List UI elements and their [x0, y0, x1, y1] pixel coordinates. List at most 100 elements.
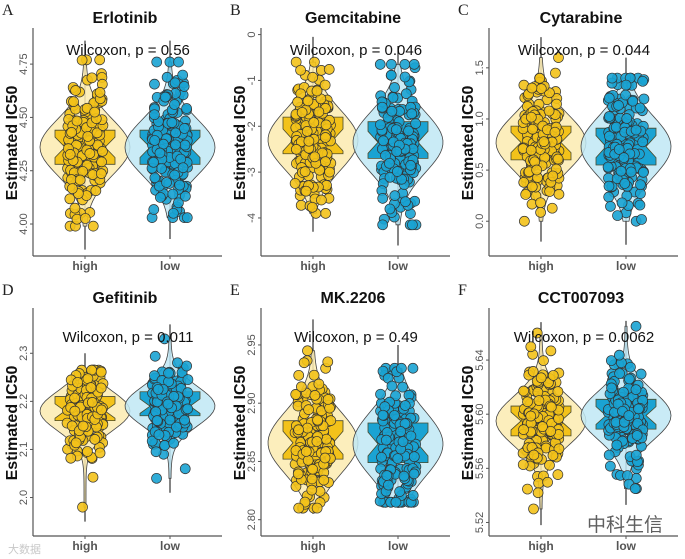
data-point — [612, 210, 623, 221]
y-tick-label: 2.3 — [18, 346, 30, 361]
data-point — [313, 378, 325, 390]
data-point — [535, 83, 547, 94]
data-point — [532, 487, 544, 499]
data-point — [292, 468, 304, 480]
data-point — [637, 136, 648, 148]
data-point — [397, 381, 409, 393]
jitter-points — [602, 72, 650, 227]
data-point — [389, 190, 401, 201]
watermark-bottom-left: 大数据 — [8, 543, 41, 556]
data-point — [149, 350, 161, 362]
data-point — [162, 398, 174, 410]
data-point — [74, 174, 86, 186]
panel-label: B — [230, 2, 241, 19]
data-point — [533, 395, 545, 406]
data-point — [72, 377, 83, 388]
data-point — [377, 193, 389, 204]
data-point — [602, 161, 614, 173]
data-point — [399, 71, 411, 83]
group-low — [352, 46, 444, 246]
y-tick-label: 0.0 — [474, 214, 486, 229]
data-point — [520, 189, 532, 200]
data-point — [543, 105, 555, 117]
data-point — [383, 479, 394, 491]
data-point — [518, 177, 530, 188]
data-point — [391, 146, 403, 157]
data-point — [397, 436, 409, 447]
data-point — [399, 400, 411, 411]
group-low — [124, 40, 216, 239]
data-point — [386, 105, 398, 117]
data-point — [292, 96, 303, 108]
data-point — [324, 166, 335, 178]
data-point — [387, 92, 399, 103]
y-tick-label: 2.80 — [246, 509, 258, 530]
data-point — [170, 139, 181, 151]
data-point — [603, 191, 615, 203]
data-point — [538, 136, 550, 147]
y-tick-label: 1.0 — [474, 111, 486, 126]
data-point — [77, 420, 89, 432]
data-point — [94, 54, 106, 66]
x-tick-label: high — [528, 539, 553, 553]
x-tick-label: high — [72, 259, 97, 273]
data-point — [87, 220, 99, 232]
data-point — [318, 474, 330, 486]
data-point — [614, 368, 625, 379]
data-point — [611, 439, 623, 451]
data-point — [94, 447, 106, 459]
data-point — [67, 183, 78, 194]
y-tick-label: 4.50 — [18, 107, 30, 128]
x-tick-label: high — [72, 539, 97, 553]
data-point — [528, 449, 540, 461]
data-point — [629, 483, 641, 494]
y-tick-label: 2.0 — [18, 490, 30, 505]
data-point — [390, 390, 401, 402]
data-point — [375, 388, 386, 400]
data-point — [149, 172, 161, 184]
data-point — [151, 472, 162, 484]
data-point — [637, 75, 649, 87]
data-point — [177, 69, 189, 81]
data-point — [68, 96, 79, 107]
y-tick-label: -4 — [246, 213, 258, 223]
x-tick-label: low — [160, 539, 181, 553]
data-point — [154, 147, 166, 159]
data-point — [392, 453, 404, 464]
data-point — [517, 459, 529, 470]
data-point — [296, 107, 308, 118]
y-tick-label: 4.75 — [18, 53, 30, 74]
panel-a: A Erlotinib Estimated IC50 4.00 4.25 4.50 4.75… — [2, 2, 222, 273]
data-point — [82, 131, 94, 142]
data-point — [525, 341, 537, 353]
data-point — [386, 59, 397, 70]
data-point — [390, 496, 402, 508]
data-point — [531, 327, 543, 339]
data-point — [169, 99, 180, 110]
data-point — [168, 437, 180, 449]
panel-d: D Gefitinib Estimated IC50 2.0 2.1 2.2 2.3 high… — [2, 282, 222, 553]
data-point — [618, 386, 629, 398]
jitter-points — [517, 327, 565, 515]
data-point — [168, 207, 179, 219]
data-point — [151, 56, 163, 68]
jitter-points — [374, 362, 422, 508]
data-point — [633, 403, 644, 415]
data-point — [325, 415, 337, 426]
data-point — [538, 355, 549, 366]
data-point — [181, 103, 192, 114]
jitter-points — [374, 59, 422, 231]
data-point — [635, 179, 646, 191]
data-point — [179, 123, 190, 134]
data-point — [549, 126, 561, 138]
data-point — [551, 98, 562, 110]
data-point — [69, 405, 81, 417]
data-point — [545, 425, 557, 437]
data-point — [552, 386, 564, 397]
data-point — [303, 404, 314, 415]
data-point — [389, 82, 400, 93]
data-point — [381, 470, 393, 481]
data-point — [547, 170, 559, 182]
data-point — [604, 130, 615, 142]
y-tick-label: 5.64 — [474, 349, 486, 370]
